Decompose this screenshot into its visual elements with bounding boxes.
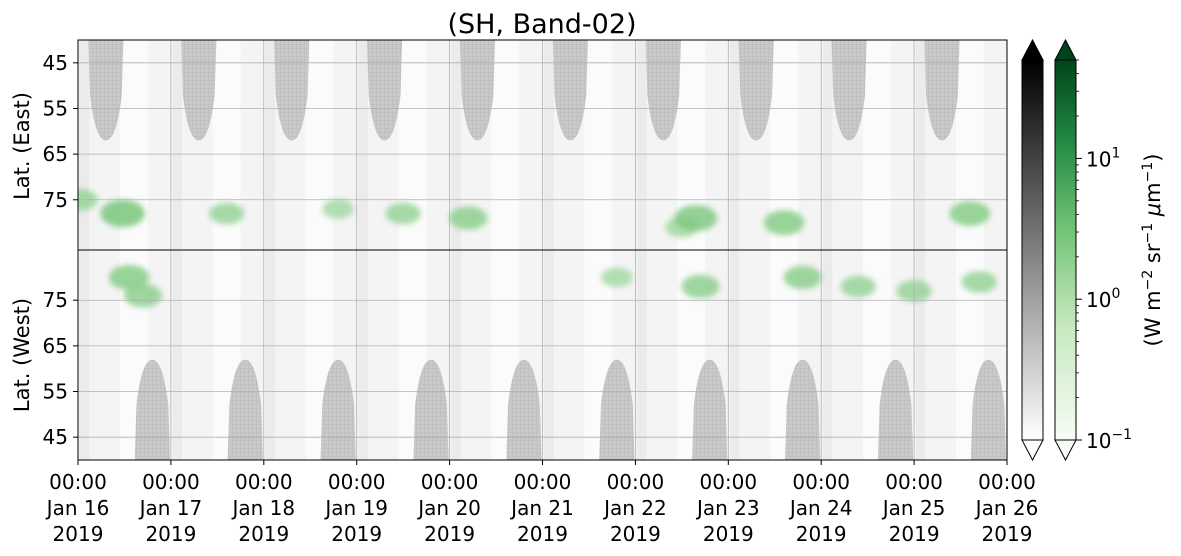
green-patch	[763, 210, 805, 236]
night-lobe-west	[134, 359, 170, 460]
night-lobe-west	[227, 359, 263, 460]
x-tick-label-time: 00:00	[142, 470, 200, 494]
x-tick-label-year: 2019	[238, 522, 289, 546]
x-tick-label-date: Jan 16	[45, 496, 110, 520]
night-lobe-east	[831, 40, 867, 141]
x-tick-label-time: 00:00	[699, 470, 757, 494]
x-tick-label-time: 00:00	[49, 470, 107, 494]
x-tick-label-date: Jan 25	[881, 496, 946, 520]
y-tick-label-east: 55	[43, 96, 68, 120]
night-lobe-west	[692, 359, 728, 460]
green-patch	[961, 271, 997, 293]
colorbar-tick-label: 101	[1086, 145, 1120, 171]
green-patch	[449, 206, 488, 230]
night-lobe-east	[924, 40, 960, 141]
y-tick-label-west: 45	[43, 425, 68, 449]
colorbar-gray-bar	[1021, 59, 1044, 441]
green-patch	[949, 200, 991, 226]
x-tick-label-date: Jan 20	[416, 496, 481, 520]
colorbar-green-bar	[1054, 59, 1077, 441]
colorbar-label: (W m−2 sr−1 μm−1)	[1140, 154, 1165, 347]
x-tick-label-year: 2019	[703, 522, 754, 546]
green-patch	[681, 274, 720, 299]
x-tick-label-time: 00:00	[885, 470, 943, 494]
x-tick-label-year: 2019	[889, 522, 940, 546]
colorbar-gray	[1021, 38, 1044, 462]
colorbar-green-extend-bottom	[1054, 439, 1077, 462]
night-lobe-west	[877, 359, 914, 460]
x-tick-label-year: 2019	[517, 522, 568, 546]
green-patch	[100, 199, 145, 228]
green-patch	[600, 267, 633, 288]
night-lobe-east	[645, 40, 681, 141]
colorbar-tick-label: 10−1	[1086, 427, 1132, 453]
y-axis-label-east: Lat. (East)	[10, 92, 34, 200]
colorbar-gray-extend-top	[1021, 38, 1044, 61]
night-lobe-east	[366, 40, 403, 141]
x-tick-label-date: Jan 23	[695, 496, 760, 520]
x-tick-label-year: 2019	[145, 522, 196, 546]
night-lobe-west	[413, 359, 449, 460]
x-tick-label-time: 00:00	[607, 470, 665, 494]
x-tick-label-year: 2019	[982, 522, 1033, 546]
x-tick-label-time: 00:00	[978, 470, 1036, 494]
y-tick-label-east: 65	[43, 142, 68, 166]
x-tick-label-time: 00:00	[514, 470, 572, 494]
x-tick-label-date: Jan 22	[602, 496, 667, 520]
x-tick-label-date: Jan 17	[138, 496, 203, 520]
colorbar-ticks: 10−1 100 101	[1076, 59, 1132, 453]
y-tick-label-west: 75	[43, 288, 68, 312]
x-tick-label-date: Jan 21	[509, 496, 574, 520]
night-lobe-east	[738, 40, 774, 141]
night-lobe-west	[506, 359, 542, 460]
green-patch	[123, 283, 163, 308]
x-tick-label-date: Jan 24	[788, 496, 853, 520]
x-tick-label-year: 2019	[331, 522, 382, 546]
y-tick-label-west: 55	[43, 380, 68, 404]
y-axis-label-west: Lat. (West)	[10, 298, 34, 412]
y-tick-label-west: 65	[43, 334, 68, 358]
x-tick-label-time: 00:00	[792, 470, 850, 494]
green-patch	[385, 202, 421, 225]
green-patch	[108, 264, 150, 290]
x-tick-label-year: 2019	[610, 522, 661, 546]
x-tick-label-date: Jan 19	[323, 496, 388, 520]
x-tick-label-time: 00:00	[235, 470, 293, 494]
x-tick-label-time: 00:00	[421, 470, 479, 494]
colorbar-gray-extend-bottom	[1021, 439, 1044, 462]
night-lobe-east	[552, 40, 588, 141]
y-ticks-west: 75 65 55 45	[43, 288, 78, 449]
green-patch	[840, 275, 877, 298]
colorbar-tick-label: 100	[1086, 286, 1120, 312]
night-lobe-east	[274, 40, 310, 141]
green-patch	[674, 204, 718, 232]
night-lobe-east	[88, 40, 124, 141]
night-lobe-west	[320, 359, 356, 460]
colorbar-green-extend-top	[1054, 38, 1077, 61]
y-tick-label-east: 45	[43, 51, 68, 75]
x-tick-label-time: 00:00	[328, 470, 386, 494]
night-lobe-east	[459, 40, 496, 141]
night-lobe-east	[181, 40, 217, 141]
x-tick-label-year: 2019	[796, 522, 847, 546]
x-tick-label-year: 2019	[424, 522, 475, 546]
x-tick-label-date: Jan 26	[974, 496, 1039, 520]
green-patch	[322, 199, 354, 219]
night-lobe-west	[599, 359, 635, 460]
y-tick-label-east: 75	[43, 188, 68, 212]
chart-title: (SH, Band-02)	[447, 9, 636, 40]
green-patch	[208, 202, 245, 225]
colorbar-green	[1054, 38, 1077, 462]
night-lobes	[88, 40, 1007, 460]
x-tick-label-date: Jan 18	[230, 496, 295, 520]
night-lobe-west	[785, 359, 821, 460]
x-tick-label-year: 2019	[53, 522, 104, 546]
night-lobe-west	[970, 359, 1007, 460]
green-patch	[783, 265, 822, 290]
y-ticks-east: 45 55 65 75	[43, 51, 78, 212]
